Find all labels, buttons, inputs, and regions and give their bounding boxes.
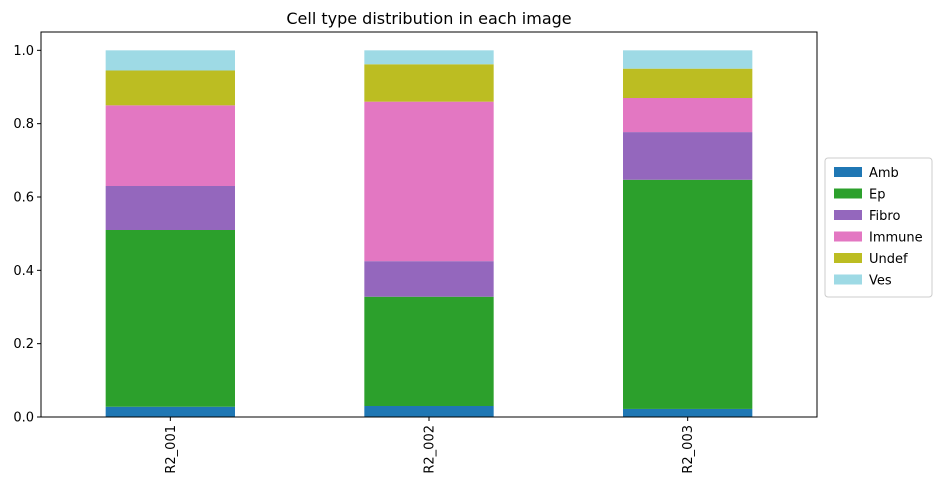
bar-segment-ves-r2_003 xyxy=(623,50,753,69)
bar-segment-fibro-r2_003 xyxy=(623,132,753,180)
x-tick-label: R2_002 xyxy=(423,425,438,474)
legend-swatch-immune xyxy=(834,231,862,242)
legend-swatch-fibro xyxy=(834,210,862,220)
bar-segment-ep-r2_002 xyxy=(364,296,494,406)
chart-title: Cell type distribution in each image xyxy=(286,9,571,28)
legend-label-fibro: Fibro xyxy=(869,209,900,224)
bar-segment-undef-r2_001 xyxy=(105,70,236,106)
bar-segment-ep-r2_001 xyxy=(105,230,236,407)
bar-segment-undef-r2_002 xyxy=(364,64,494,102)
legend-label-amb: Amb xyxy=(869,166,899,181)
y-axis: 0.0 0.2 0.4 0.6 0.8 1.0 xyxy=(13,44,41,426)
legend: Amb Ep Fibro Immune Undef Ves xyxy=(824,157,933,298)
legend-label-undef: Undef xyxy=(869,252,908,267)
bar-segment-amb-r2_002 xyxy=(364,406,494,417)
legend-swatch-amb xyxy=(834,167,862,177)
bar-segment-ep-r2_003 xyxy=(623,179,753,409)
y-tick-label: 0.6 xyxy=(13,191,34,206)
y-tick-label: 0.2 xyxy=(13,337,34,352)
bar-segment-fibro-r2_002 xyxy=(364,261,494,297)
legend-swatch-ep xyxy=(834,188,862,199)
x-axis: R2_001 R2_002 R2_003 xyxy=(164,417,696,474)
bar-segment-immune-r2_003 xyxy=(623,98,753,133)
y-tick-label: 0.8 xyxy=(13,117,34,132)
y-tick-label: 1.0 xyxy=(13,44,34,59)
y-tick-label: 0.0 xyxy=(13,411,34,426)
bar-segment-amb-r2_001 xyxy=(105,406,236,417)
legend-label-immune: Immune xyxy=(869,231,923,246)
bars-group xyxy=(105,50,753,417)
legend-swatch-undef xyxy=(834,253,862,263)
bar-segment-amb-r2_003 xyxy=(623,408,753,417)
x-tick-label: R2_003 xyxy=(681,425,696,474)
bar-segment-ves-r2_001 xyxy=(105,50,236,71)
y-tick-label: 0.4 xyxy=(13,264,34,279)
bar-segment-ves-r2_002 xyxy=(364,50,494,65)
legend-label-ves: Ves xyxy=(869,274,892,289)
x-tick-label: R2_001 xyxy=(164,425,179,474)
bar-segment-undef-r2_003 xyxy=(623,68,753,98)
bar-segment-fibro-r2_001 xyxy=(105,186,236,230)
bar-segment-immune-r2_002 xyxy=(364,101,494,262)
legend-swatch-ves xyxy=(834,274,862,285)
bar-segment-immune-r2_001 xyxy=(105,105,236,186)
legend-label-ep: Ep xyxy=(869,188,885,203)
